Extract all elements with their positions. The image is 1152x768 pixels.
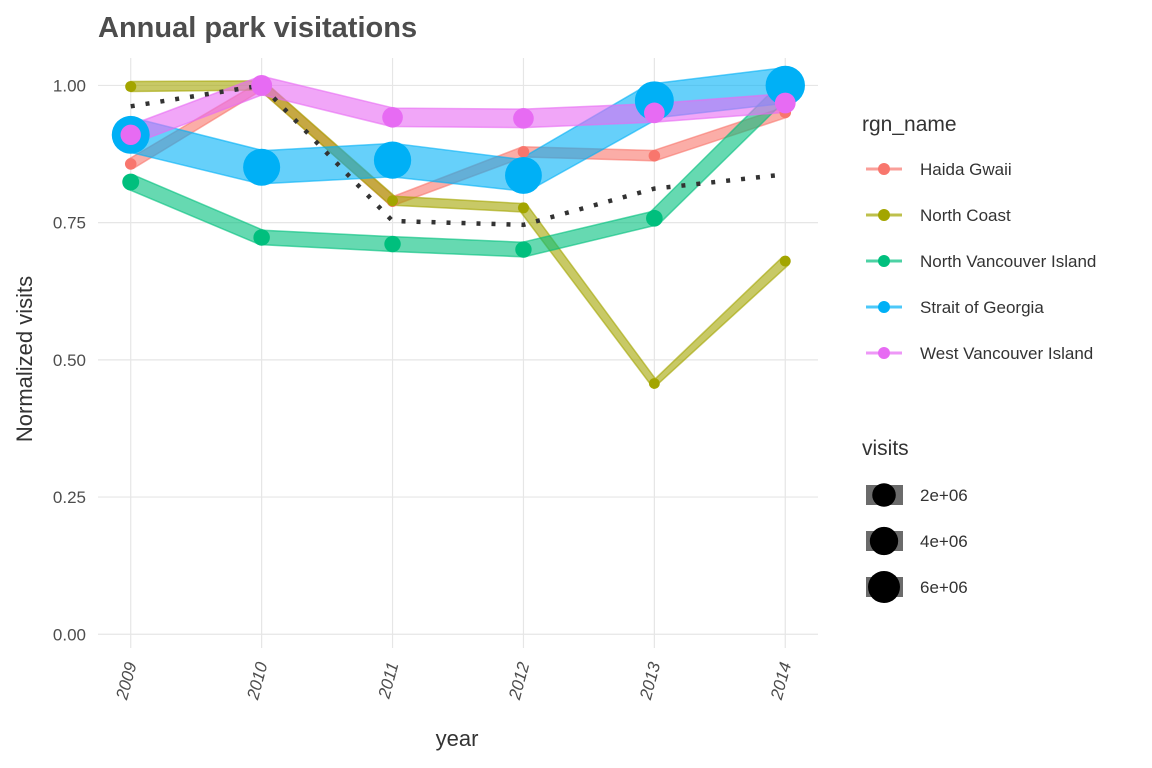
legend-key-point [878, 347, 890, 359]
legend-key-point [878, 163, 890, 175]
data-point [251, 74, 273, 96]
x-tick-label: 2014 [767, 660, 795, 702]
data-point [505, 157, 542, 194]
legend-size-key-point [868, 571, 900, 603]
legend-visits: visits 2e+06 4e+06 6e+06 [862, 437, 968, 603]
data-point [122, 173, 140, 191]
legend-label: West Vancouver Island [920, 344, 1093, 363]
legend-label: North Vancouver Island [920, 252, 1096, 271]
data-point [384, 235, 401, 253]
y-tick-label: 1.00 [53, 76, 86, 95]
data-point [779, 255, 791, 267]
legend-size-key-point [872, 483, 896, 507]
legend-key-point [878, 209, 890, 221]
legend-label: Haida Gwaii [920, 160, 1012, 179]
data-point [515, 241, 532, 258]
legend-size-label: 4e+06 [920, 532, 968, 551]
data-point [517, 146, 530, 158]
y-tick-label: 0.75 [53, 214, 86, 233]
data-point [387, 195, 399, 207]
legend-label: Strait of Georgia [920, 298, 1044, 317]
series-ribbons [125, 67, 792, 389]
data-point [765, 65, 805, 106]
data-point [517, 202, 529, 214]
data-point [124, 158, 137, 170]
legend-key-point [878, 301, 890, 313]
y-axis-label: Normalized visits [12, 276, 37, 442]
data-point [253, 229, 270, 246]
data-point [648, 149, 661, 162]
x-tick-label: 2009 [112, 660, 141, 703]
legend-region: rgn_name Haida Gwaii North Coast North Van… [862, 113, 1096, 363]
x-tick-label: 2011 [374, 660, 402, 701]
legend-region-title: rgn_name [862, 113, 957, 136]
legend-size-key-point [869, 526, 899, 556]
legend-size-label: 6e+06 [920, 578, 968, 597]
legend-label: North Coast [920, 206, 1011, 225]
x-tick-label: 2013 [636, 660, 665, 703]
legend-size-label: 2e+06 [920, 486, 968, 505]
y-tick-label: 0.25 [53, 488, 86, 507]
y-axis-ticks: 0.00 0.25 0.50 0.75 1.00 [53, 76, 86, 644]
data-point [243, 148, 281, 186]
series-points [111, 65, 805, 389]
data-point [125, 80, 137, 93]
data-point [648, 378, 660, 389]
data-point [646, 209, 663, 227]
data-point [513, 108, 534, 129]
data-point [774, 92, 796, 114]
data-point [120, 124, 141, 146]
x-tick-label: 2010 [243, 660, 272, 703]
legend-key-point [878, 255, 890, 267]
y-tick-label: 0.00 [53, 625, 86, 644]
data-point [373, 141, 412, 179]
x-axis-ticks: 2009 2010 2011 2012 2013 2014 [112, 660, 795, 703]
x-axis-label: year [436, 726, 479, 751]
data-point [644, 102, 665, 124]
data-point [382, 106, 403, 128]
x-tick-label: 2012 [505, 660, 534, 703]
y-tick-label: 0.50 [53, 351, 86, 370]
chart-title: Annual park visitations [98, 12, 417, 44]
legend-visits-title: visits [862, 437, 909, 460]
